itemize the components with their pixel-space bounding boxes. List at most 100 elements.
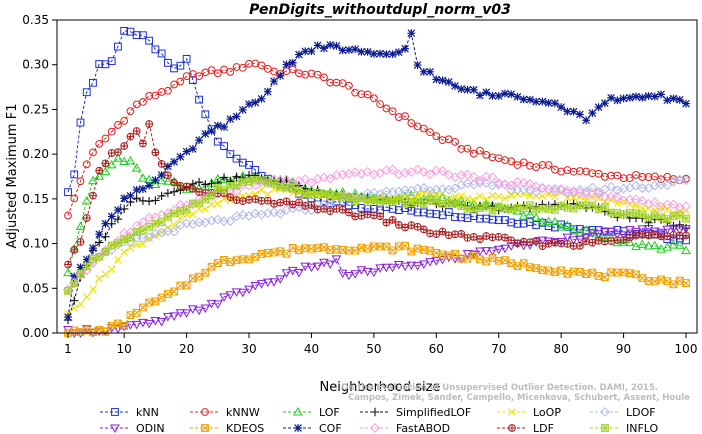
point-kdeos: [114, 319, 122, 328]
point-ldf: [157, 160, 166, 168]
point-odin: [250, 281, 261, 291]
point-odin: [425, 258, 435, 267]
point-ldf: [488, 233, 497, 242]
point-ldof: [256, 209, 267, 220]
point-ldf: [644, 231, 653, 240]
point-kdeos: [638, 274, 647, 282]
point-kdeos: [282, 249, 291, 258]
point-fastabod: [537, 182, 548, 193]
point-ldof: [662, 180, 673, 191]
point-knnw: [644, 173, 653, 181]
point-odin: [418, 260, 429, 270]
point-ldf: [388, 216, 397, 224]
point-lof: [618, 237, 629, 246]
point-knnw: [213, 69, 222, 78]
point-fastabod: [462, 169, 473, 180]
point-ldof: [581, 186, 592, 197]
point-loop: [463, 194, 472, 203]
point-fastabod: [606, 191, 616, 202]
point-odin: [144, 319, 155, 329]
point-loop: [569, 193, 578, 202]
point-knn: [64, 188, 72, 197]
point-odin: [281, 269, 292, 278]
point-fastabod: [418, 166, 429, 177]
point-odin: [568, 236, 579, 245]
point-cof: [363, 47, 372, 56]
point-cof: [369, 49, 378, 58]
point-knn: [170, 64, 179, 73]
point-cof: [226, 115, 235, 123]
legend-label-kdeos: KDEOS: [226, 422, 264, 434]
point-cof: [675, 95, 684, 104]
point-kdeos: [451, 249, 459, 258]
point-inflo: [313, 189, 322, 197]
point-ldf: [444, 231, 453, 240]
point-loop: [451, 192, 459, 201]
point-inflo: [607, 208, 615, 217]
legend-marker-kdeos: [201, 424, 209, 432]
point-ldf: [507, 236, 516, 245]
legend-item-kdeos: KDEOS: [190, 422, 264, 434]
point-inflo: [451, 199, 459, 208]
point-knn: [114, 42, 122, 51]
point-kdeos: [444, 251, 453, 260]
legend-marker-fastabod: [370, 423, 380, 433]
point-inflo: [207, 191, 216, 199]
point-knnw: [594, 169, 603, 178]
point-ldof: [656, 179, 666, 190]
point-ldof: [144, 232, 155, 243]
point-knn: [451, 213, 459, 221]
point-cof: [401, 44, 409, 53]
point-ldof: [181, 218, 192, 229]
point-inflo: [663, 215, 672, 223]
point-knn: [70, 170, 79, 179]
point-ldf: [369, 211, 378, 220]
point-odin: [599, 228, 610, 237]
point-odin: [131, 320, 142, 330]
point-cof: [357, 47, 366, 56]
point-inflo: [263, 178, 272, 187]
point-loop: [526, 191, 534, 200]
point-fastabod: [468, 171, 479, 182]
point-ldf: [351, 212, 360, 221]
point-fastabod: [306, 177, 317, 188]
point-knnw: [457, 145, 466, 153]
point-ldf: [263, 196, 272, 205]
point-kdeos: [257, 250, 266, 258]
point-inflo: [126, 233, 135, 242]
point-knn: [226, 150, 235, 159]
point-ldof: [681, 175, 691, 186]
point-cof: [469, 85, 478, 94]
point-ldf: [70, 246, 79, 254]
point-ldf: [426, 229, 434, 238]
x-tick-label: 1: [64, 342, 72, 356]
point-inflo: [363, 198, 372, 207]
legend-label-ldf: LDF: [533, 422, 554, 434]
point-kdeos: [163, 290, 172, 298]
point-ldf: [195, 188, 203, 196]
point-kdeos: [413, 244, 422, 253]
legend-label-lof: LOF: [319, 406, 340, 419]
point-ldf: [76, 238, 85, 246]
point-knn: [95, 60, 104, 68]
point-odin: [556, 237, 567, 247]
point-cof: [114, 206, 122, 214]
point-loop: [538, 192, 547, 200]
legend-item-knn: kNN: [100, 406, 159, 419]
point-fastabod: [562, 185, 573, 196]
point-inflo: [582, 201, 590, 210]
point-ldf: [594, 236, 603, 245]
point-knn: [394, 206, 403, 215]
point-kdeos: [270, 248, 278, 257]
point-kdeos: [557, 266, 566, 275]
point-inflo: [195, 199, 203, 208]
point-lof: [125, 155, 136, 165]
point-cof: [326, 41, 335, 49]
point-odin: [643, 224, 654, 234]
point-inflo: [419, 200, 428, 209]
credit-line-1: On the Evaluation of Unsupervised Outlie…: [341, 383, 658, 393]
point-cof: [575, 110, 584, 119]
point-kdeos: [276, 247, 285, 256]
point-inflo: [613, 209, 622, 217]
point-lof: [94, 171, 105, 180]
